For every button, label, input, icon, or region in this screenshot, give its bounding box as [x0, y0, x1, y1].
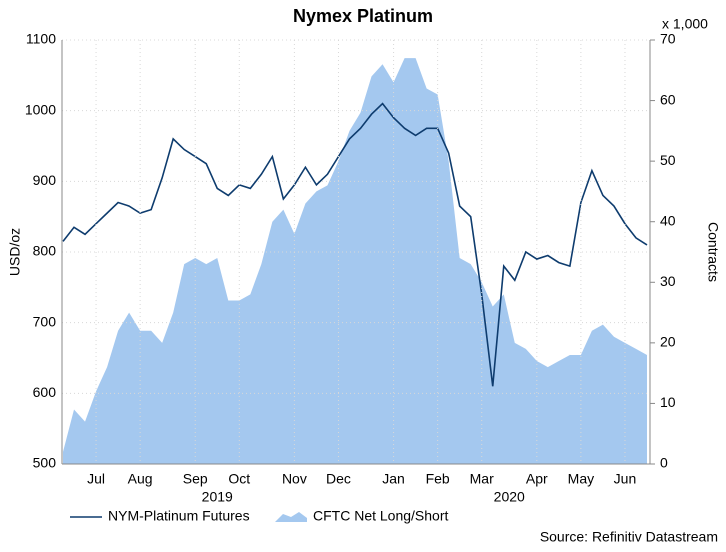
x-tick-label: Jul	[87, 471, 105, 487]
y-tick-label: 1100	[26, 31, 56, 47]
legend-label: NYM-Platinum Futures	[108, 508, 250, 524]
y2-tick-label: 40	[660, 212, 676, 228]
x-tick-label: Apr	[526, 471, 548, 487]
y2-axis-title: Contracts	[705, 222, 721, 282]
x-tick-label: Mar	[470, 471, 494, 487]
x-tick-label: Jun	[614, 471, 637, 487]
x-tick-label: Jan	[382, 471, 405, 487]
year-label: 2019	[202, 489, 233, 505]
y-tick-label: 700	[33, 313, 57, 329]
y2-tick-label: 60	[660, 91, 676, 107]
legend-label: CFTC Net Long/Short	[313, 508, 448, 524]
x-tick-label: Feb	[426, 471, 450, 487]
area	[63, 58, 647, 465]
y2-tick-label: 30	[660, 273, 676, 289]
y2-tick-label: 50	[660, 152, 676, 168]
y-tick-label: 800	[33, 243, 57, 259]
chart-title: Nymex Platinum	[293, 6, 433, 26]
x-tick-label: Dec	[326, 471, 351, 487]
y2-tick-label: 70	[660, 31, 676, 47]
y2-tick-label: 10	[660, 394, 676, 410]
y-tick-label: 500	[33, 455, 57, 471]
y-tick-label: 900	[33, 172, 57, 188]
y2-tick-label: 20	[660, 334, 676, 350]
line	[62, 102, 648, 387]
y2-unit: x 1,000	[662, 16, 708, 32]
x-tick-label: Nov	[282, 471, 307, 487]
x-tick-label: Aug	[128, 471, 153, 487]
x-tick-label: Sep	[183, 471, 208, 487]
y2-tick-label: 0	[660, 455, 668, 471]
y-tick-label: 600	[33, 384, 57, 400]
legend-swatch	[275, 512, 307, 522]
year-label: 2020	[494, 489, 525, 505]
x-tick-label: Oct	[228, 471, 250, 487]
y-axis-title: USD/oz	[7, 228, 23, 276]
y-tick-label: 1000	[25, 101, 56, 117]
x-tick-label: May	[568, 471, 594, 487]
source: Source: Refinitiv Datastream	[540, 529, 718, 545]
